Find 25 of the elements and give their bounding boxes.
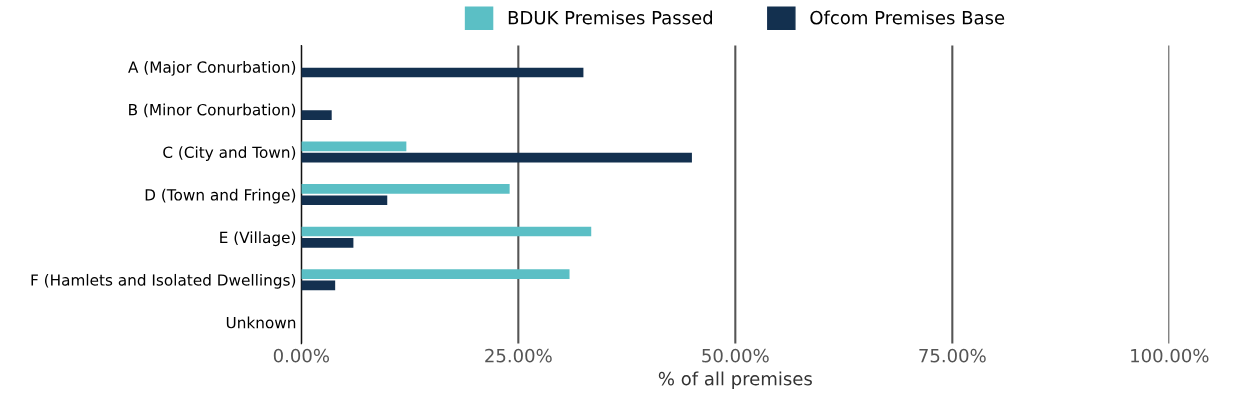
- legend-label: BDUK Premises Passed: [508, 10, 712, 25]
- y-tick-label: B (Minor Conurbation): [129, 103, 296, 118]
- y-tick-label: D (Town and Fringe): [145, 188, 296, 204]
- y-tick-label: C (City and Town): [163, 146, 296, 161]
- bar: [301, 238, 354, 248]
- bar: [301, 226, 592, 237]
- bar: [301, 269, 570, 279]
- y-tick-label: F (Hamlets and Isolated Dwellings): [31, 273, 296, 289]
- legend-label: Ofcom Premises Base: [810, 10, 1005, 25]
- y-tick-label: Unknown: [226, 316, 296, 329]
- bar: [301, 280, 336, 291]
- x-tick-label: 75.00%: [919, 348, 986, 363]
- x-tick-label: 25.00%: [485, 348, 552, 363]
- x-tick-label: 100.00%: [1131, 348, 1209, 363]
- bar: [301, 195, 388, 206]
- y-tick-label: E (Village): [220, 231, 296, 247]
- bar: [301, 67, 584, 78]
- x-axis-title: % of all premises: [658, 371, 812, 389]
- bar: [301, 110, 332, 120]
- x-tick-label: 0.00%: [273, 348, 329, 363]
- y-tick-label: A (Major Conurbation): [128, 61, 296, 76]
- x-tick-label: 50.00%: [702, 348, 769, 363]
- bar: [301, 184, 510, 194]
- bar: [301, 152, 692, 163]
- bar: [301, 141, 407, 152]
